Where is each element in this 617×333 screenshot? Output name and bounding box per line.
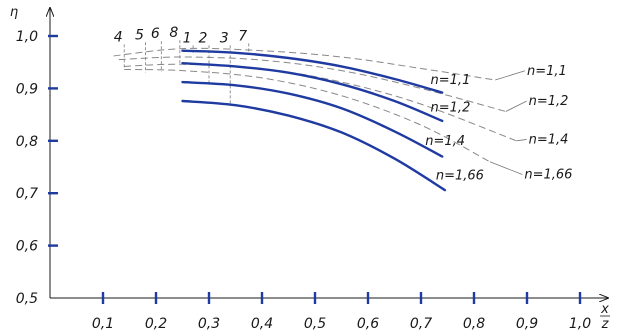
lead-number-label: 4 <box>114 29 123 45</box>
x-tick-label: 0,6 <box>357 316 379 332</box>
lead-number-label: 2 <box>199 30 208 46</box>
x-axis-title-top: x <box>600 302 609 317</box>
inner-curve-label: n=1,2 <box>431 100 471 115</box>
x-tick-label: 0,9 <box>516 316 538 332</box>
solid-curve <box>181 80 444 158</box>
solid-curves <box>181 49 447 192</box>
y-tick-label: 0,8 <box>16 134 38 150</box>
curve-labels: n=1,1 n=1,2 n=1,4 n=1,66 n=1,1 n=1,2 n=1,4 n=1,… <box>425 64 572 184</box>
y-axis-title: η <box>10 5 18 20</box>
lead-number-label: 6 <box>151 26 160 42</box>
x-tick-label: 0,3 <box>198 316 220 332</box>
y-tick-label: 0,7 <box>16 186 38 202</box>
solid-curve <box>181 62 444 123</box>
lead-number-label: 7 <box>238 28 247 44</box>
inner-curve-label: n=1,4 <box>425 134 465 149</box>
outer-curve-label: n=1,1 <box>527 64 567 79</box>
y-tick-label: 0,6 <box>16 239 38 255</box>
x-axis-title-bottom: z <box>601 317 610 332</box>
outer-curve-label: n=1,4 <box>529 132 569 147</box>
y-tick-label: 0,5 <box>16 291 38 307</box>
inner-curve-label: n=1,66 <box>436 169 484 184</box>
x-tick-label: 0,4 <box>251 316 273 332</box>
y-tick-label: 0,9 <box>16 81 38 97</box>
outer-label-leader <box>505 100 527 112</box>
solid-curve <box>181 99 447 192</box>
outer-curve-label: n=1,66 <box>524 168 572 183</box>
solid-curve <box>181 49 444 94</box>
lead-number-label: 8 <box>169 25 178 41</box>
dashed-curve <box>124 69 491 163</box>
dashed-curve <box>118 56 506 112</box>
dashed-curve <box>113 47 496 81</box>
x-tick-label: 0,2 <box>145 316 167 332</box>
inner-curve-label: n=1,1 <box>431 73 471 88</box>
lead-number-label: 3 <box>220 30 229 46</box>
outer-label-leader <box>495 70 526 81</box>
outer-label-leader <box>516 139 527 142</box>
lead-number-label: 5 <box>135 27 144 43</box>
x-tick-label: 0,8 <box>463 316 485 332</box>
outer-curve-label: n=1,2 <box>529 94 569 109</box>
lead-number-label: 1 <box>183 30 192 46</box>
y-tick-label: 1,0 <box>16 29 38 45</box>
x-tick-label: 0,1 <box>92 316 114 332</box>
x-tick-label: 0,7 <box>410 316 432 332</box>
x-tick-label: 1,0 <box>569 316 591 332</box>
outer-label-leader <box>489 161 523 175</box>
axes: 0,5 0,6 0,7 0,8 0,9 1,0 0,1 0,2 0,3 0,4 0,5 0,6 0,7 0… <box>10 5 610 332</box>
x-tick-label: 0,5 <box>304 316 326 332</box>
